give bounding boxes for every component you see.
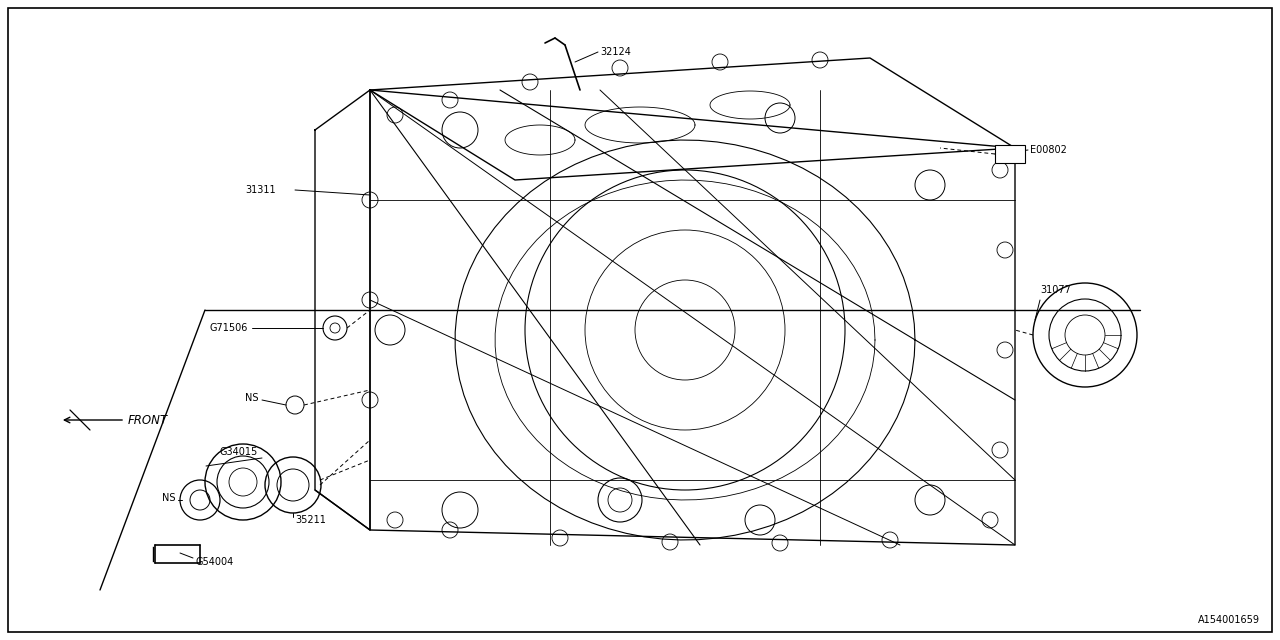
Text: G34015: G34015 (220, 447, 259, 457)
Text: G54004: G54004 (195, 557, 233, 567)
Text: 31311: 31311 (244, 185, 275, 195)
Bar (995, 145, 1025, 163)
Text: FRONT: FRONT (128, 413, 168, 426)
Text: G71506: G71506 (210, 323, 248, 333)
Text: NS: NS (244, 393, 259, 403)
Text: 35211: 35211 (294, 515, 326, 525)
Text: 32124: 32124 (600, 47, 631, 57)
Text: 31077: 31077 (1039, 285, 1071, 295)
Text: A154001659: A154001659 (1198, 615, 1260, 625)
Text: E00802: E00802 (1030, 145, 1066, 155)
Text: NS: NS (161, 493, 175, 503)
